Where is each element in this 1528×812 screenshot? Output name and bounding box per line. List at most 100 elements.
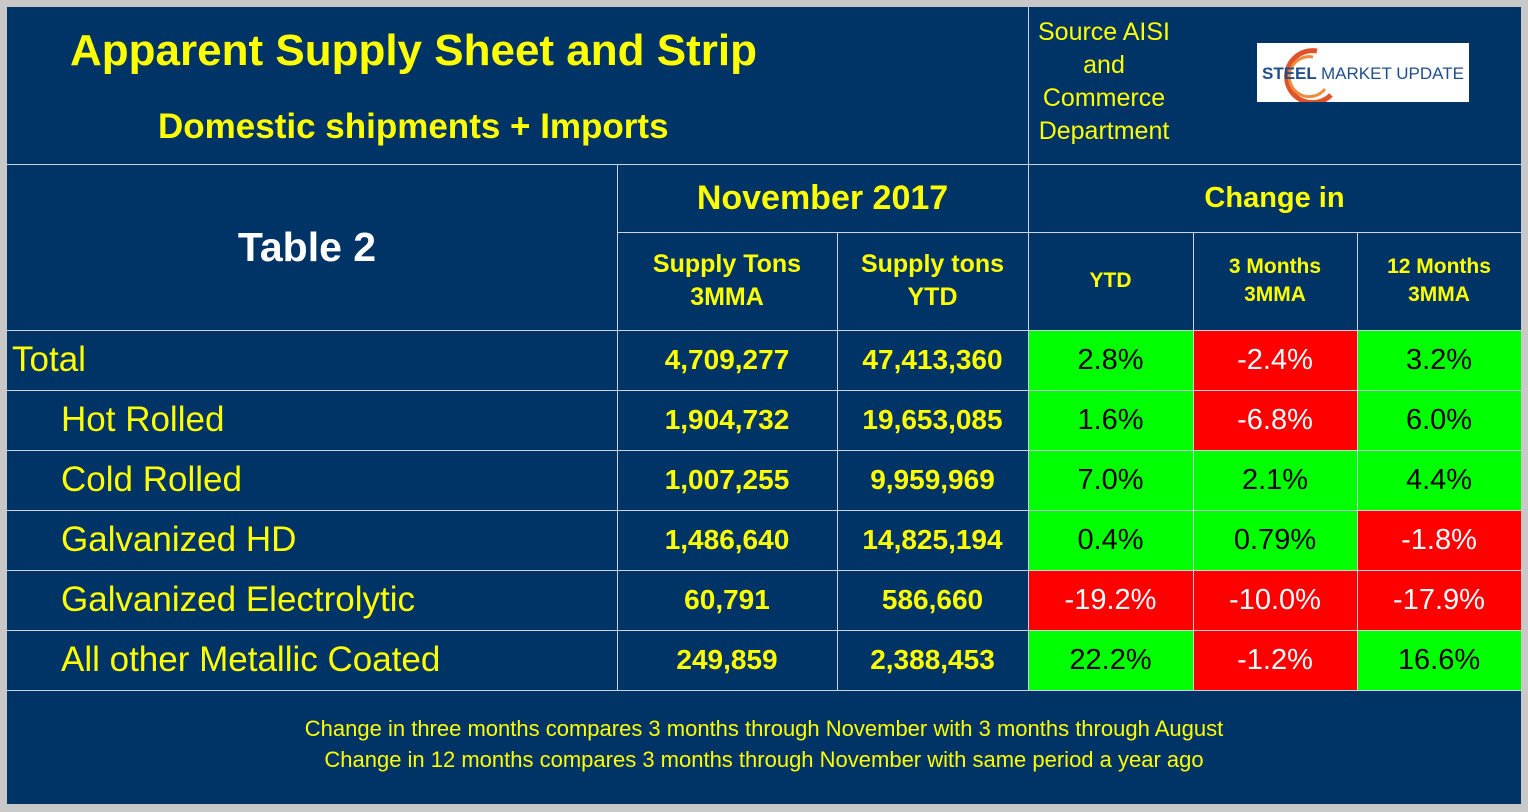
- supply-3mma-cell: 60,791: [617, 570, 837, 630]
- column-header-line: YTD: [1089, 269, 1132, 292]
- column-header: Supply Tons 3MMA: [617, 232, 837, 330]
- change-value: 1.6%: [1077, 403, 1144, 436]
- supply-3mma-value: 60,791: [684, 584, 770, 615]
- column-header-line: 3MMA: [1408, 283, 1470, 306]
- change-cell: -1.8%: [1357, 510, 1521, 570]
- logo-text-bold: STEEL: [1262, 64, 1317, 83]
- change-value: 7.0%: [1077, 463, 1144, 496]
- row-label: Total: [12, 340, 86, 379]
- row-label: Galvanized Electrolytic: [61, 580, 416, 619]
- change-value: -6.8%: [1237, 403, 1313, 436]
- grid-line: [617, 232, 1521, 233]
- change-cell: -6.8%: [1193, 390, 1357, 450]
- change-cell: 6.0%: [1357, 390, 1521, 450]
- change-cell: -17.9%: [1357, 570, 1521, 630]
- change-cell: 4.4%: [1357, 450, 1521, 510]
- change-value: 2.1%: [1241, 463, 1309, 496]
- page-title: Apparent Supply Sheet and Strip: [70, 26, 757, 75]
- grid-line: [1357, 232, 1358, 690]
- grid-line: [1028, 165, 1029, 690]
- change-cell: -19.2%: [1028, 570, 1193, 630]
- supply-ytd-value: 9,959,969: [870, 464, 995, 495]
- supply-3mma-value: 1,486,640: [664, 524, 790, 555]
- supply-ytd-cell: 47,413,360: [837, 330, 1028, 390]
- grid-line: [7, 570, 1521, 571]
- column-header-line: 3MMA: [1244, 283, 1306, 306]
- change-value: 0.4%: [1077, 523, 1144, 556]
- change-value: -1.8%: [1401, 523, 1477, 556]
- grid-line: [7, 390, 1521, 391]
- column-header: YTD: [1028, 232, 1193, 330]
- change-cell: -1.2%: [1193, 630, 1357, 690]
- supply-3mma-value: 1,007,255: [664, 464, 790, 495]
- supply-ytd-cell: 14,825,194: [837, 510, 1028, 570]
- change-cell: 0.4%: [1028, 510, 1193, 570]
- supply-ytd-cell: 586,660: [837, 570, 1028, 630]
- logo-text: MARKET UPDATE: [1321, 64, 1464, 83]
- source-line: and: [1083, 51, 1125, 79]
- change-value: 16.6%: [1397, 643, 1481, 676]
- grid-line: [837, 232, 838, 690]
- supply-3mma-cell: 4,709,277: [617, 330, 837, 390]
- change-cell: -10.0%: [1193, 570, 1357, 630]
- row-label: Galvanized HD: [61, 520, 297, 559]
- supply-3mma-value: 1,904,732: [664, 404, 790, 435]
- grid-line: [7, 164, 1521, 165]
- supply-ytd-cell: 19,653,085: [837, 390, 1028, 450]
- column-header-line: Supply Tons: [652, 250, 802, 278]
- source-note: Source AISI and Commerce Department: [1012, 16, 1196, 148]
- change-value: 3.2%: [1405, 343, 1473, 376]
- change-value: -2.4%: [1237, 343, 1313, 376]
- column-header-line: 12 Months: [1387, 255, 1491, 278]
- change-cell: 3.2%: [1357, 330, 1521, 390]
- supply-ytd-value: 19,653,085: [862, 404, 1003, 435]
- column-header-line: 3 Months: [1228, 255, 1322, 278]
- steel-market-update-logo: STEEL MARKET UPDATE: [1257, 43, 1469, 102]
- change-value: 2.8%: [1077, 343, 1144, 376]
- column-header-line: Supply tons: [860, 250, 1005, 278]
- change-cell: 16.6%: [1357, 630, 1521, 690]
- change-cell: 0.79%: [1193, 510, 1357, 570]
- change-value: -19.2%: [1064, 583, 1157, 616]
- footnote-line: Change in three months compares 3 months…: [304, 716, 1224, 741]
- grid-line: [7, 510, 1521, 511]
- grid-line: [617, 165, 618, 690]
- supply-3mma-cell: 249,859: [617, 630, 837, 690]
- row-label: All other Metallic Coated: [61, 640, 441, 679]
- supply-3mma-cell: 1,007,255: [617, 450, 837, 510]
- source-line: Department: [1038, 117, 1170, 145]
- supply-ytd-value: 14,825,194: [862, 524, 1003, 555]
- supply-ytd-value: 2,388,453: [870, 644, 995, 675]
- supply-ytd-cell: 9,959,969: [837, 450, 1028, 510]
- column-header: 3 Months 3MMA: [1193, 232, 1357, 330]
- change-value: -17.9%: [1393, 583, 1485, 616]
- change-value: 4.4%: [1405, 463, 1473, 496]
- page-subtitle: Domestic shipments + Imports: [158, 107, 669, 146]
- supply-3mma-value: 249,859: [676, 644, 778, 675]
- supply-ytd-value: 47,413,360: [862, 344, 1003, 375]
- table-label-text: Table 2: [237, 223, 377, 270]
- grid-line: [7, 330, 1521, 331]
- column-header-line: YTD: [907, 283, 958, 311]
- source-line: Source AISI: [1037, 18, 1171, 46]
- grid-line: [1193, 232, 1194, 690]
- period-header: November 2017: [696, 179, 949, 217]
- change-value: 6.0%: [1405, 403, 1473, 436]
- supply-3mma-value: 4,709,277: [664, 344, 790, 375]
- source-line: Commerce: [1042, 84, 1166, 112]
- footnotes: Change in three months compares 3 months…: [0, 713, 1528, 775]
- grid-line: [1028, 7, 1029, 164]
- grid-line: [7, 690, 1521, 691]
- supply-3mma-cell: 1,904,732: [617, 390, 837, 450]
- change-value: 22.2%: [1069, 643, 1152, 676]
- change-value: 0.79%: [1233, 523, 1317, 556]
- change-cell: 22.2%: [1028, 630, 1193, 690]
- grid-line: [7, 630, 1521, 631]
- supply-ytd-value: 586,660: [881, 584, 984, 615]
- change-cell: 7.0%: [1028, 450, 1193, 510]
- footnote-line: Change in 12 months compares 3 months th…: [324, 747, 1204, 772]
- column-header: 12 Months 3MMA: [1357, 232, 1521, 330]
- change-cell: 1.6%: [1028, 390, 1193, 450]
- table-label: Table 2: [7, 165, 607, 329]
